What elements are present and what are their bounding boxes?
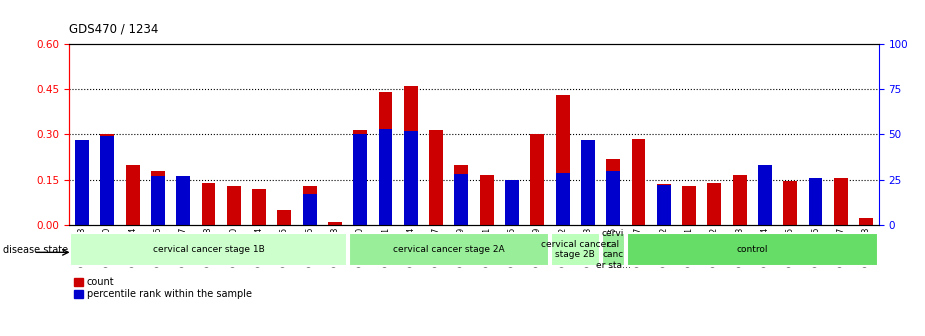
- Bar: [808, 183, 822, 225]
- Bar: [859, 218, 873, 225]
- Bar: [505, 180, 519, 225]
- Bar: [227, 186, 240, 225]
- Bar: [581, 140, 595, 225]
- Bar: [353, 134, 367, 225]
- Text: cervi
cal
canc
er sta…: cervi cal canc er sta…: [596, 229, 631, 269]
- Bar: [302, 194, 316, 225]
- Bar: [353, 130, 367, 225]
- Bar: [278, 210, 291, 225]
- Bar: [632, 139, 646, 225]
- Bar: [378, 129, 392, 225]
- Bar: [454, 174, 468, 225]
- Text: cervical cancer stage 2A: cervical cancer stage 2A: [393, 245, 504, 254]
- Bar: [302, 186, 316, 225]
- Bar: [429, 130, 443, 225]
- Bar: [70, 233, 347, 266]
- Legend: count, percentile rank within the sample: count, percentile rank within the sample: [74, 277, 252, 299]
- Bar: [733, 175, 746, 225]
- Text: disease state: disease state: [3, 245, 68, 255]
- Bar: [758, 183, 771, 225]
- Bar: [378, 92, 392, 225]
- Bar: [551, 233, 599, 266]
- Bar: [601, 233, 624, 266]
- Bar: [100, 136, 115, 225]
- Bar: [126, 165, 140, 225]
- Bar: [581, 140, 595, 225]
- Bar: [151, 176, 165, 225]
- Bar: [657, 184, 671, 225]
- Text: GDS470 / 1234: GDS470 / 1234: [69, 22, 159, 35]
- Bar: [253, 189, 266, 225]
- Bar: [480, 175, 494, 225]
- Bar: [177, 176, 191, 225]
- Bar: [682, 186, 696, 225]
- Bar: [75, 140, 89, 225]
- Bar: [177, 183, 191, 225]
- Bar: [328, 222, 342, 225]
- Text: control: control: [736, 245, 768, 254]
- Bar: [808, 178, 822, 225]
- Bar: [657, 185, 671, 225]
- Bar: [833, 178, 848, 225]
- Bar: [454, 165, 468, 225]
- Bar: [202, 183, 216, 225]
- Bar: [151, 171, 165, 225]
- Bar: [75, 143, 89, 225]
- Bar: [606, 159, 620, 225]
- Text: cervical cancer stage 1B: cervical cancer stage 1B: [153, 245, 265, 254]
- Bar: [556, 172, 570, 225]
- Bar: [758, 165, 771, 225]
- Bar: [606, 171, 620, 225]
- Text: cervical cancer
stage 2B: cervical cancer stage 2B: [541, 240, 610, 259]
- Bar: [530, 134, 544, 225]
- Bar: [404, 131, 418, 225]
- Bar: [627, 233, 878, 266]
- Bar: [349, 233, 549, 266]
- Bar: [404, 86, 418, 225]
- Bar: [100, 134, 115, 225]
- Bar: [783, 181, 797, 225]
- Bar: [556, 95, 570, 225]
- Bar: [505, 186, 519, 225]
- Bar: [708, 183, 722, 225]
